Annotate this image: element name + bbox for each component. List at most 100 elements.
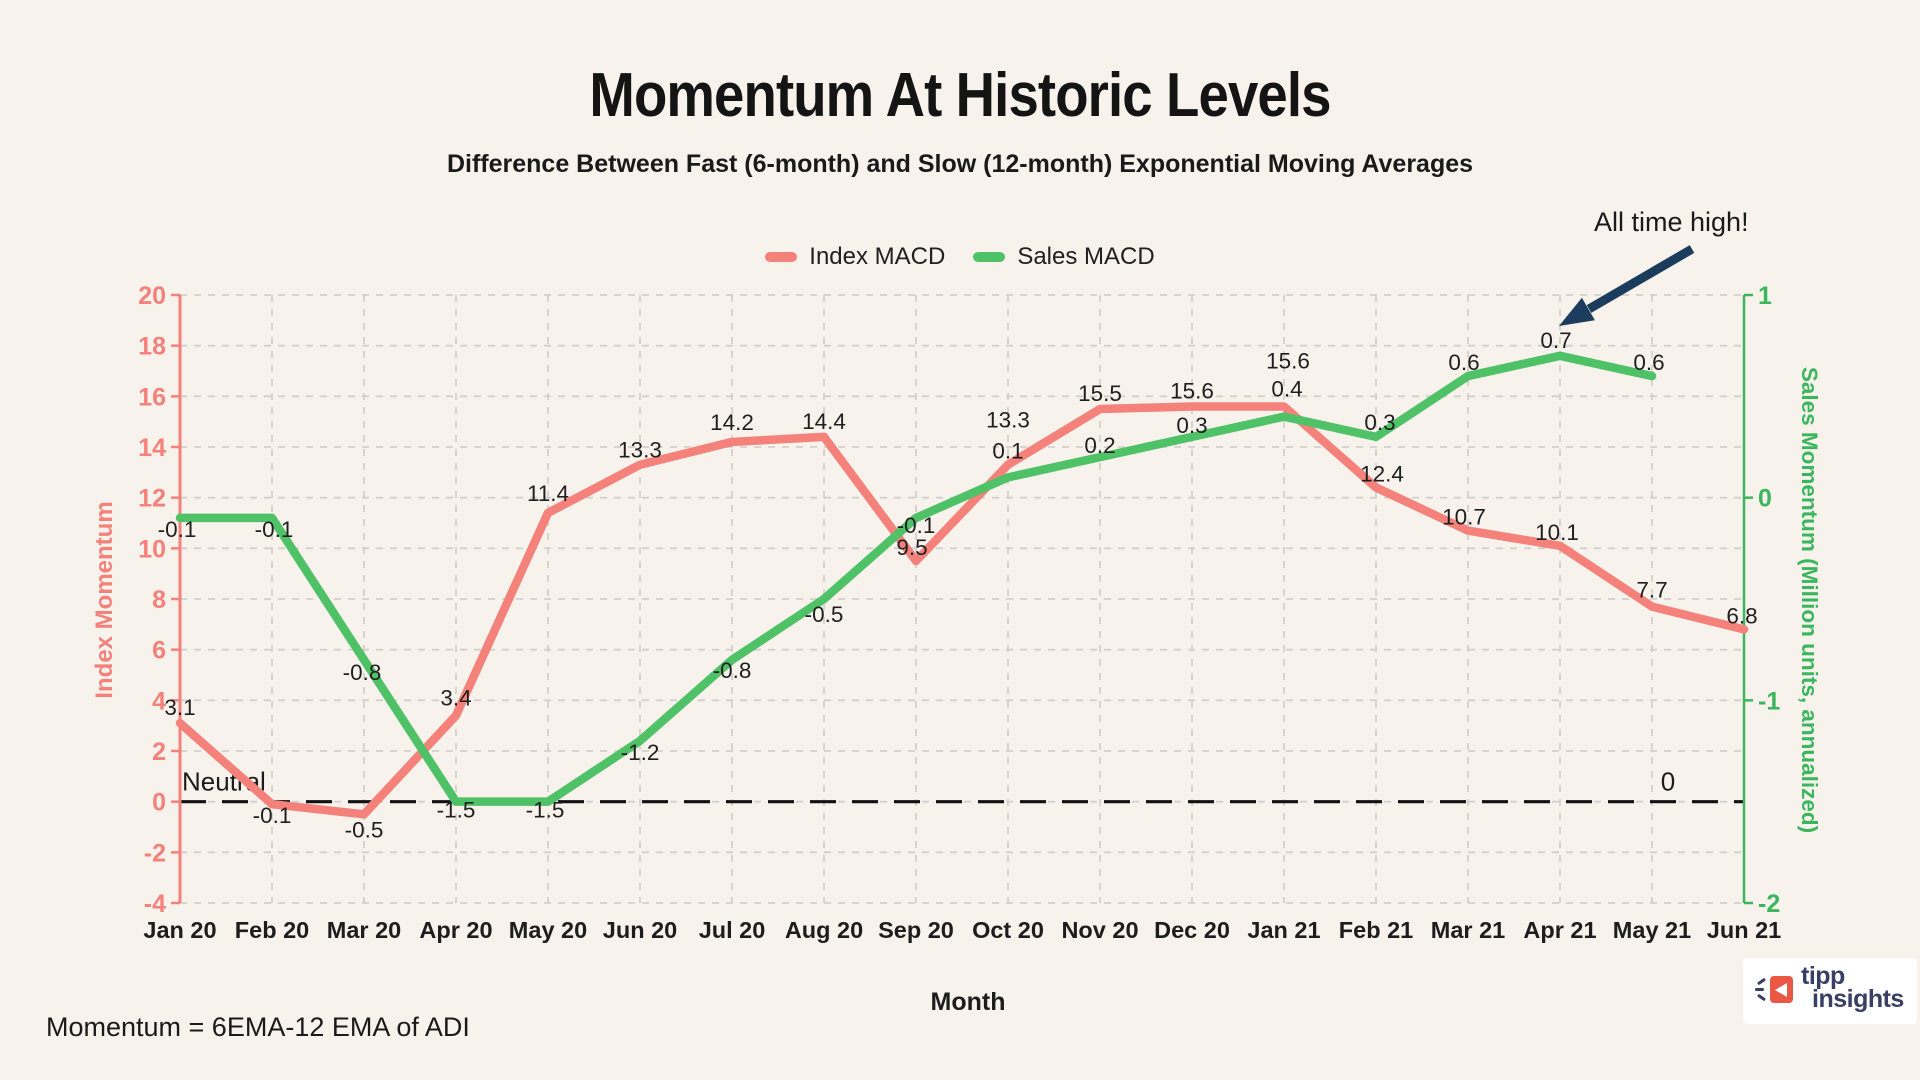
- index-macd-data-label: 15.6: [1266, 348, 1310, 373]
- x-axis-tick-label: Oct 20: [972, 917, 1044, 943]
- tipp-insights-logo-icon: [1755, 975, 1797, 1007]
- left-axis-tick-label: 14: [138, 434, 166, 462]
- x-axis-title: Month: [931, 988, 1006, 1016]
- right-axis-tick-label: -1: [1758, 687, 1780, 715]
- index-macd-data-label: 14.2: [710, 410, 754, 435]
- sales-macd-data-label: 0.7: [1540, 328, 1571, 353]
- x-axis-tick-label: May 21: [1613, 917, 1691, 943]
- sales-macd-data-label: -1.5: [437, 798, 476, 823]
- all-time-high-annotation: All time high!: [1594, 207, 1749, 237]
- chart-title: Momentum At Historic Levels: [589, 61, 1331, 130]
- index-macd-legend-label: Index MACD: [809, 243, 946, 270]
- logo-spark-icon: [1755, 988, 1764, 991]
- annotation-arrow-shaft: [1586, 245, 1695, 313]
- index-macd-data-label: 12.4: [1360, 462, 1404, 487]
- left-axis-tick-label: 10: [138, 535, 166, 563]
- neutral-value-label: 0: [1661, 767, 1675, 797]
- index-macd-data-label: 10.1: [1535, 520, 1579, 545]
- sales-macd-data-label: 0.3: [1364, 410, 1395, 435]
- x-axis-tick-label: Mar 21: [1431, 917, 1505, 943]
- left-axis-title: Index Momentum: [91, 501, 118, 698]
- index-macd-data-label: 15.5: [1078, 381, 1122, 406]
- sales-macd-legend-label: Sales MACD: [1017, 243, 1155, 270]
- annotation-arrow-head: [1559, 297, 1595, 326]
- index-macd-data-label: 9.5: [896, 535, 927, 560]
- index-macd-data-label: 3.4: [440, 686, 471, 711]
- x-axis-tick-label: Nov 20: [1061, 917, 1138, 943]
- sales-macd-line: [175, 351, 1657, 806]
- index-macd-data-label: 3.1: [164, 695, 195, 720]
- sales-macd-data-label: -0.8: [343, 660, 382, 685]
- left-axis-tick-label: 12: [138, 485, 166, 513]
- sales-macd-data-label: 0.1: [992, 438, 1023, 463]
- x-axis-tick-label: Jul 20: [699, 917, 766, 943]
- legend-item-sales-macd: Sales MACD: [973, 243, 1155, 271]
- sales-macd-data-label: 0.6: [1633, 350, 1664, 375]
- sales-macd-data-label: -0.8: [713, 658, 752, 683]
- sales-macd-data-label: -1.2: [621, 740, 660, 765]
- left-axis-tick-label: 16: [138, 383, 166, 411]
- x-axis-tick-label: Jan 20: [143, 917, 216, 943]
- x-axis-tick-label: Jun 21: [1707, 917, 1781, 943]
- left-axis-tick-label: -2: [144, 839, 166, 867]
- sales-macd-data-label: -0.1: [255, 517, 294, 542]
- logo-word-tipp: tipp: [1801, 962, 1845, 990]
- x-axis-tick-label: Dec 20: [1154, 917, 1230, 943]
- index-macd-data-label: 11.4: [527, 481, 569, 506]
- left-axis-tick-label: 8: [152, 586, 166, 614]
- x-axis-tick-label: Aug 20: [785, 917, 863, 943]
- logo-word-insights: insights: [1812, 985, 1904, 1013]
- left-axis-tick-label: 18: [138, 333, 166, 361]
- right-axis-tick-label: -2: [1758, 890, 1780, 918]
- right-axis-tick-label: 0: [1758, 485, 1772, 513]
- sales-macd-legend-swatch: [973, 252, 1006, 262]
- sales-macd-data-label: 0.2: [1084, 433, 1115, 458]
- x-axis-tick-label: Feb 20: [235, 917, 309, 943]
- x-axis-tick-label: Mar 20: [327, 917, 401, 943]
- sales-macd-data-label: -0.5: [805, 602, 844, 627]
- left-axis-tick-label: 0: [152, 789, 166, 817]
- left-axis-tick-label: 20: [138, 282, 166, 310]
- index-macd-data-label: 14.4: [802, 409, 846, 434]
- x-axis-tick-label: May 20: [509, 917, 587, 943]
- right-axis-title: Sales Momentum (Million units, annualize…: [1797, 367, 1822, 833]
- index-macd-data-label: -0.5: [345, 817, 384, 842]
- logo-spark-icon: [1756, 977, 1767, 986]
- index-macd-line: [175, 402, 1749, 819]
- index-macd-data-label: 10.7: [1442, 505, 1486, 530]
- logo-wordmark: tipp insights: [1801, 962, 1904, 1013]
- tipp-insights-logo: tipp insights: [1743, 958, 1917, 1024]
- sales-macd-data-label: 0.4: [1271, 377, 1302, 402]
- left-axis-tick-label: 6: [152, 637, 166, 665]
- index-macd-data-label: 13.3: [986, 408, 1030, 433]
- sales-macd-data-label: -0.1: [897, 513, 936, 538]
- x-axis-tick-label: Feb 21: [1339, 917, 1413, 943]
- index-macd-data-label: -0.1: [253, 803, 292, 828]
- legend-item-index-macd: Index MACD: [765, 243, 945, 271]
- index-macd-data-label: 15.6: [1170, 378, 1214, 403]
- index-macd-data-label: 13.3: [618, 438, 662, 463]
- index-macd-data-label: 6.8: [1726, 603, 1757, 628]
- x-axis-tick-label: Sep 20: [878, 917, 954, 943]
- chart-subtitle: Difference Between Fast (6-month) and Sl…: [446, 150, 1474, 178]
- logo-spark-icon: [1756, 993, 1767, 1002]
- left-axis-tick-label: 4: [152, 687, 166, 715]
- index-macd-legend-swatch: [765, 252, 798, 262]
- sales-macd-data-label: -0.1: [158, 517, 197, 542]
- x-axis-tick-label: Jan 21: [1247, 917, 1320, 943]
- logo-arrow-icon: [1770, 976, 1793, 1003]
- x-axis-tick-label: Jun 20: [603, 917, 677, 943]
- x-axis-tick-label: Apr 20: [419, 917, 492, 943]
- right-axis-tick-label: 1: [1758, 282, 1772, 310]
- left-axis-tick-label: -4: [144, 890, 166, 918]
- footnote: Momentum = 6EMA-12 EMA of ADI: [46, 1012, 470, 1042]
- left-axis-tick-label: 2: [152, 738, 166, 766]
- sales-macd-data-label: 0.6: [1448, 350, 1479, 375]
- x-axis-tick-label: Apr 21: [1523, 917, 1596, 943]
- sales-macd-data-label: 0.3: [1176, 413, 1207, 438]
- index-macd-data-label: 7.7: [1636, 578, 1667, 603]
- sales-macd-data-label: -1.5: [526, 798, 565, 823]
- legend: Index MACD Sales MACD: [0, 243, 1920, 271]
